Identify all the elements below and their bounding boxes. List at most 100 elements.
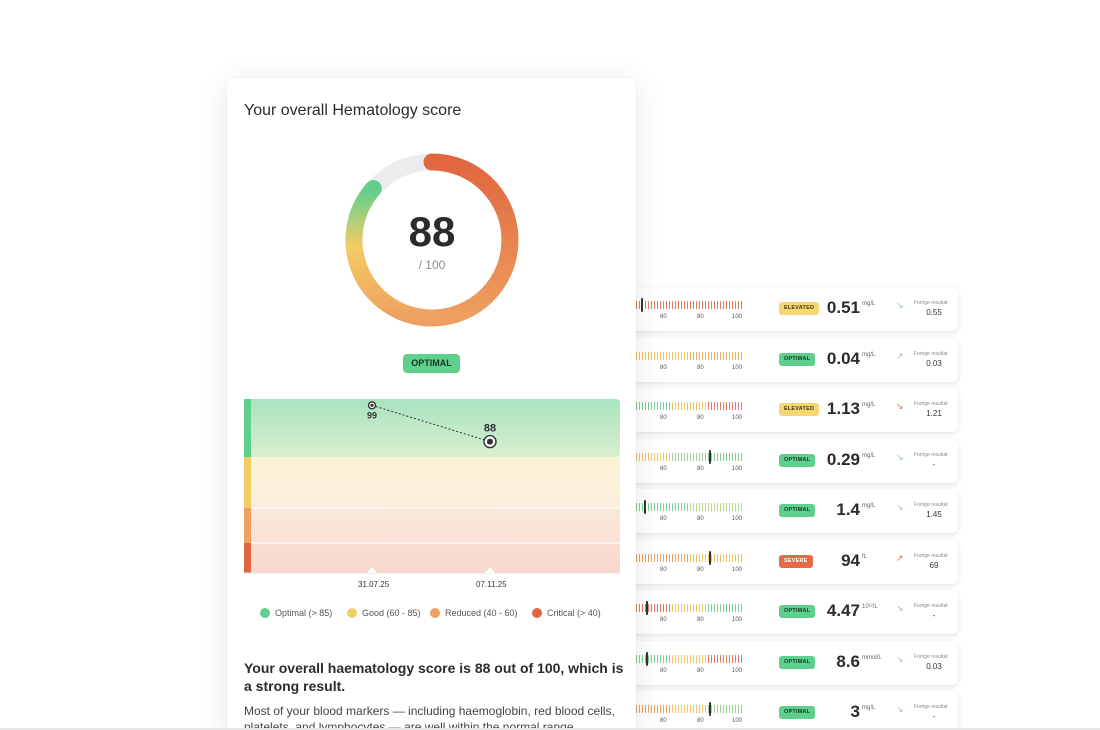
range-tick <box>690 604 691 612</box>
range-tick <box>639 352 640 360</box>
status-badge: SEVERE <box>779 555 813 568</box>
hematology-score-card: Your overall Hematology score 88 / 100 O… <box>227 78 636 730</box>
range-tick <box>711 655 712 663</box>
range-scale <box>636 402 742 412</box>
range-tick <box>645 554 646 562</box>
range-needle <box>709 450 711 464</box>
previous-result-label: Forrige resultat <box>914 704 948 710</box>
range-tick <box>708 655 709 663</box>
range-tick <box>678 402 679 410</box>
range-tick <box>690 503 691 511</box>
range-tick <box>714 604 715 612</box>
legend-label: Critical (> 40) <box>547 608 601 618</box>
range-tick <box>735 453 736 461</box>
range-tick <box>705 352 706 360</box>
marker-row[interactable]: 80 80 100 OPTIMAL 1.4 mg/L ↘ Forrige resultat 1.… <box>600 489 958 533</box>
range-tick <box>723 402 724 410</box>
range-tick <box>708 402 709 410</box>
trend-down-icon: ↘ <box>896 502 904 512</box>
range-tick <box>693 554 694 562</box>
range-tick <box>741 554 742 562</box>
range-tick <box>636 655 637 663</box>
trend-point-center <box>487 438 493 445</box>
range-tick <box>672 453 673 461</box>
range-tick <box>723 705 724 713</box>
range-tick <box>651 554 652 562</box>
range-tick <box>636 554 637 562</box>
range-tick <box>729 301 730 309</box>
range-tick <box>729 554 730 562</box>
range-tick <box>645 352 646 360</box>
range-tick <box>678 453 679 461</box>
range-scale-label: 80 <box>660 516 667 522</box>
range-scale-label: 80 <box>660 718 667 724</box>
range-tick <box>690 554 691 562</box>
range-scale-ticks <box>636 705 742 713</box>
marker-row[interactable]: 80 80 100 ELEVATED 1.13 mg/L ↘ Forrige resultat… <box>600 388 958 432</box>
range-tick <box>702 301 703 309</box>
previous-result-value: 0.03 <box>926 662 942 671</box>
marker-value: 4.47 <box>826 601 860 620</box>
range-tick <box>672 705 673 713</box>
range-tick <box>735 655 736 663</box>
range-tick <box>684 554 685 562</box>
marker-row[interactable]: 80 80 100 OPTIMAL 4.47 10¹²/L ↘ Forrige resulta… <box>600 590 958 634</box>
range-scale-label: 80 <box>660 466 667 472</box>
range-tick <box>729 655 730 663</box>
range-tick <box>726 301 727 309</box>
range-tick <box>678 705 679 713</box>
marker-row[interactable]: 80 80 100 SEVERE 94 fL ↗ Forrige resultat 69 <box>600 540 958 584</box>
marker-row[interactable]: 80 80 100 OPTIMAL 0.29 mg/L ↘ Forrige resultat - <box>600 439 958 483</box>
marker-row[interactable]: 80 80 100 OPTIMAL 3 mg/L ↘ Forrige resultat - <box>600 691 958 730</box>
range-tick <box>654 705 655 713</box>
previous-result-value: 69 <box>929 561 939 570</box>
range-tick <box>711 453 712 461</box>
zone-bar-optimal <box>244 399 251 457</box>
range-tick <box>696 503 697 511</box>
range-tick <box>741 503 742 511</box>
range-tick <box>702 554 703 562</box>
range-tick <box>708 554 709 562</box>
range-tick <box>732 453 733 461</box>
range-tick <box>648 352 649 360</box>
range-tick <box>693 503 694 511</box>
range-tick <box>666 503 667 511</box>
range-tick <box>726 402 727 410</box>
range-tick <box>684 453 685 461</box>
range-tick <box>648 655 649 663</box>
range-tick <box>636 402 637 410</box>
zone-good <box>244 457 620 508</box>
range-tick <box>678 301 679 309</box>
marker-row[interactable]: 80 80 100 ELEVATED 0.51 mg/L ↘ Forrige resultat… <box>600 287 958 331</box>
score-value: 88 <box>408 208 456 255</box>
zone-bar-reduced <box>244 508 251 543</box>
range-tick <box>711 705 712 713</box>
range-tick <box>696 352 697 360</box>
range-tick <box>651 503 652 511</box>
range-scale-label: 80 <box>660 567 667 573</box>
marker-row[interactable]: 80 80 100 OPTIMAL 8.6 mmol/L ↘ Forrige resultat… <box>600 641 958 685</box>
range-tick <box>654 352 655 360</box>
range-tick <box>654 503 655 511</box>
range-scale-ticks <box>636 301 742 309</box>
range-tick <box>642 554 643 562</box>
range-tick <box>639 705 640 713</box>
range-tick <box>717 352 718 360</box>
range-tick <box>717 604 718 612</box>
trend-down-icon: ↘ <box>896 300 904 310</box>
range-tick <box>657 554 658 562</box>
range-tick <box>741 705 742 713</box>
marker-value: 0.29 <box>826 450 860 469</box>
marker-row[interactable]: 80 80 100 OPTIMAL 0.04 mg/L ↗ Forrige resultat 0… <box>600 338 958 382</box>
range-tick <box>681 705 682 713</box>
range-tick <box>636 604 637 612</box>
marker-unit: mg/L <box>862 503 876 509</box>
range-needle <box>709 551 711 565</box>
range-tick <box>642 655 643 663</box>
range-tick <box>657 402 658 410</box>
range-tick <box>717 655 718 663</box>
range-tick <box>639 453 640 461</box>
range-tick <box>714 352 715 360</box>
range-tick <box>663 503 664 511</box>
range-tick <box>702 655 703 663</box>
